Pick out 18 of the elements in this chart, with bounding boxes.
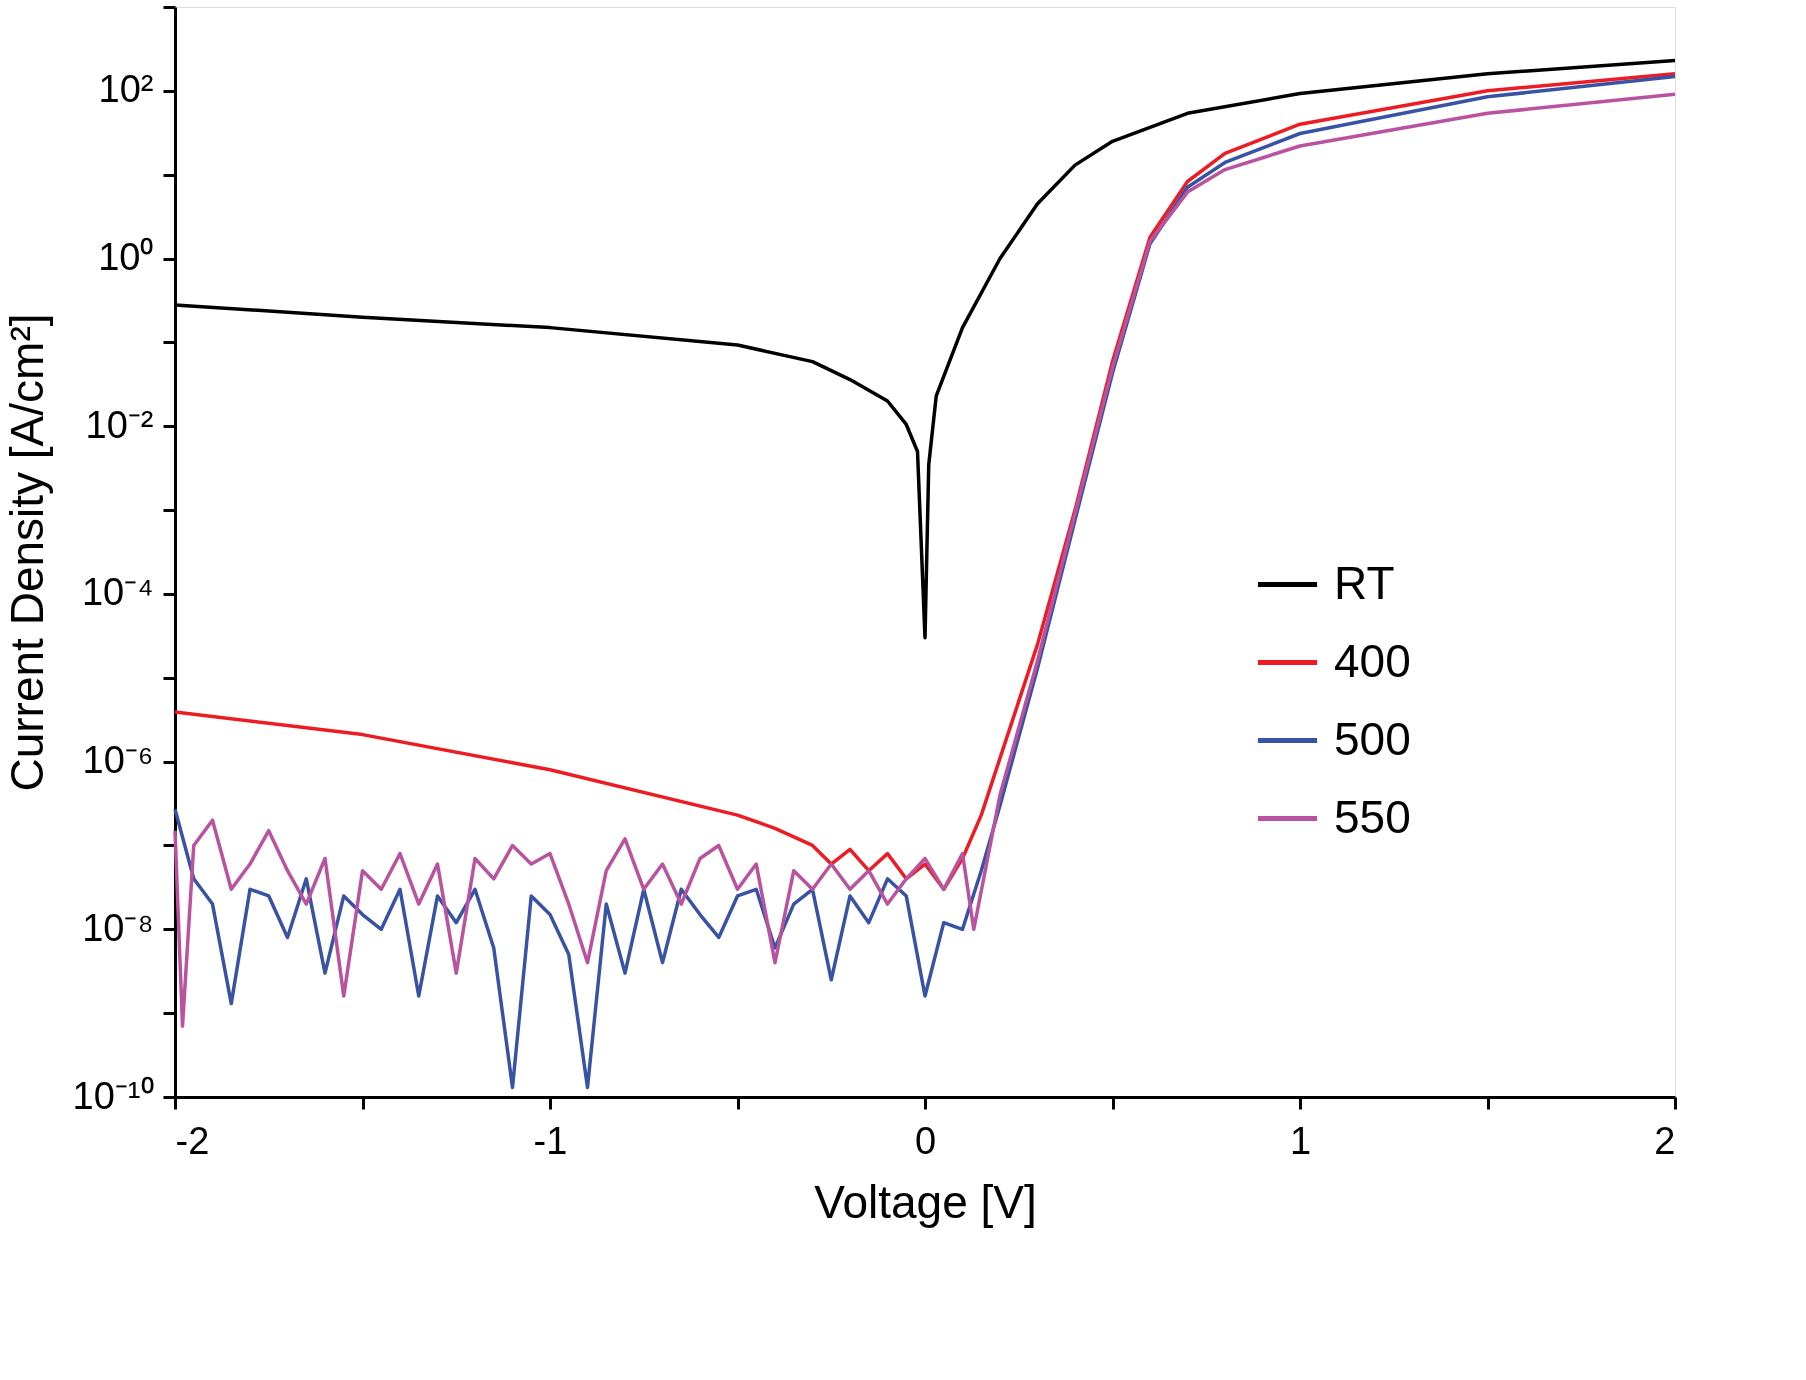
x-tick-label: 0 bbox=[914, 1119, 937, 1162]
y-tick-label: 10⁻¹⁰ bbox=[72, 1074, 154, 1117]
x-tick-label: -1 bbox=[533, 1119, 568, 1162]
y-tick-label: 10⁰ bbox=[98, 236, 154, 279]
x-tick-label: 2 bbox=[1654, 1119, 1676, 1162]
legend-label: 550 bbox=[1334, 790, 1411, 843]
legend-label: 400 bbox=[1334, 634, 1411, 687]
y-tick-label: 10² bbox=[98, 68, 154, 111]
y-tick-label: 10⁻² bbox=[85, 403, 154, 446]
y-tick-label: 10⁻⁶ bbox=[82, 739, 154, 782]
x-axis-title: Voltage [V] bbox=[814, 1175, 1037, 1228]
y-axis-title: Current Density [A/cm²] bbox=[0, 313, 53, 792]
y-tick-label: 10⁻⁴ bbox=[81, 571, 154, 614]
y-tick-label: 10⁻⁸ bbox=[82, 906, 154, 949]
legend-label: 500 bbox=[1334, 712, 1411, 765]
x-tick-label: -2 bbox=[175, 1119, 210, 1162]
x-tick-label: 1 bbox=[1289, 1119, 1312, 1162]
legend-label: RT bbox=[1334, 556, 1395, 609]
